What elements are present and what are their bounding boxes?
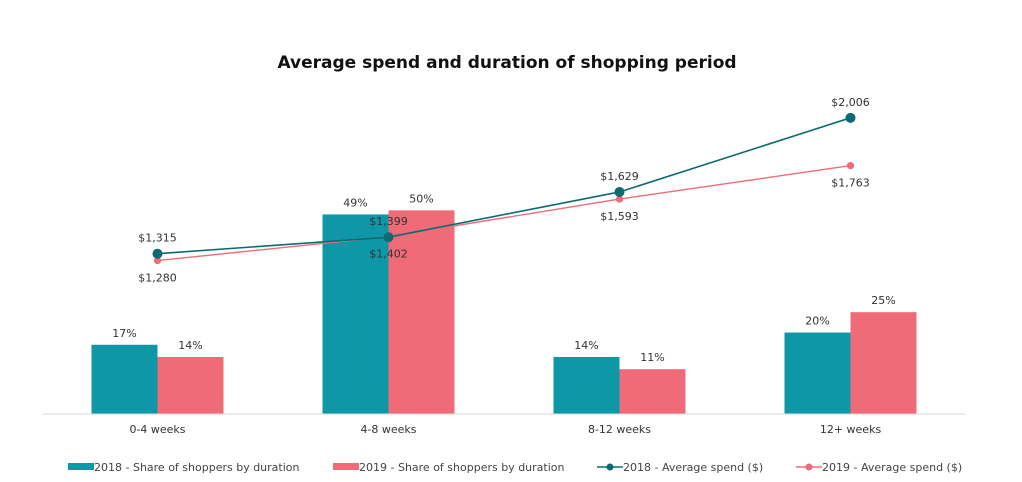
legend-swatch-bar-2019 (333, 463, 359, 470)
bar-label-2019-0-4-weeks: 14% (178, 339, 202, 352)
chart-title: Average spend and duration of shopping p… (277, 53, 736, 73)
bar-2019-8-12-weeks (619, 369, 686, 414)
bar-label-2018-4-8-weeks: 49% (343, 196, 367, 209)
point-2018-4-8-weeks (383, 232, 394, 243)
bar-label-2018-12-weeks: 20% (805, 315, 829, 328)
point-label-2019-0-4-weeks: $1,280 (138, 272, 177, 285)
legend-item-bar-2018: 2018 - Share of shoppers by duration (68, 461, 300, 474)
legend-label-line-2019: 2019 - Average spend ($) (822, 461, 962, 474)
legend-label-bar-2019: 2019 - Share of shoppers by duration (359, 461, 565, 474)
bar-2019-4-8-weeks (388, 210, 455, 414)
legend-label-bar-2018: 2018 - Share of shoppers by duration (94, 461, 300, 474)
point-2018-0-4-weeks (152, 248, 163, 259)
x-tick-label-8-12-weeks: 8-12 weeks (588, 423, 651, 436)
bar-2018-8-12-weeks (553, 356, 620, 414)
point-2018-12-weeks (845, 112, 856, 123)
point-label-2018-0-4-weeks: $1,315 (138, 232, 177, 245)
legend-swatch-bar-2018 (68, 463, 94, 470)
x-tick-label-12-weeks: 12+ weeks (820, 423, 882, 436)
point-label-2018-8-12-weeks: $1,629 (600, 170, 639, 183)
bar-2019-12-weeks (850, 312, 917, 414)
point-label-2018-4-8-weeks: $1,399 (369, 215, 408, 228)
point-2018-8-12-weeks (614, 186, 625, 197)
legend-item-line-2019: 2019 - Average spend ($) (796, 461, 962, 474)
point-2019-0-4-weeks (153, 257, 162, 265)
legend: 2018 - Share of shoppers by duration 2019… (68, 461, 962, 474)
point-label-2019-4-8-weeks: $1,402 (369, 248, 408, 261)
legend-item-bar-2019: 2019 - Share of shoppers by duration (333, 461, 565, 474)
bar-label-2018-0-4-weeks: 17% (112, 327, 136, 340)
legend-marker-line-2018 (606, 463, 614, 471)
point-label-2018-12-weeks: $2,006 (831, 96, 870, 109)
line-2018-average-spend (157, 117, 851, 255)
bar-label-2019-4-8-weeks: 50% (409, 192, 433, 205)
bar-label-2019-12-weeks: 25% (871, 294, 895, 307)
bar-2018-0-4-weeks (91, 344, 158, 414)
lines-layer (152, 112, 856, 265)
line-2019-average-spend (157, 164, 851, 262)
bars-layer (91, 210, 917, 414)
bar-label-2019-8-12-weeks: 11% (640, 351, 664, 364)
legend-marker-line-2019 (805, 463, 813, 471)
x-tick-label-0-4-weeks: 0-4 weeks (129, 423, 185, 436)
point-2019-8-12-weeks (615, 195, 624, 203)
point-label-2019-8-12-weeks: $1,593 (600, 210, 639, 223)
point-label-2019-12-weeks: $1,763 (831, 177, 870, 190)
labels-layer: 17% 49% 14% 20% 14% 50% 11% 25% $1,280 $1,402 $1,5… (112, 96, 895, 364)
bar-2018-12-weeks (784, 332, 851, 414)
bar-2018-4-8-weeks (322, 214, 389, 414)
legend-label-line-2018: 2018 - Average spend ($) (623, 461, 763, 474)
bar-label-2018-8-12-weeks: 14% (574, 339, 598, 352)
point-2019-12-weeks (846, 162, 855, 170)
bar-2019-0-4-weeks (157, 356, 224, 414)
x-axis-ticks: 0-4 weeks 4-8 weeks 8-12 weeks 12+ weeks (129, 423, 881, 436)
x-tick-label-4-8-weeks: 4-8 weeks (360, 423, 416, 436)
legend-item-line-2018: 2018 - Average spend ($) (597, 461, 763, 474)
